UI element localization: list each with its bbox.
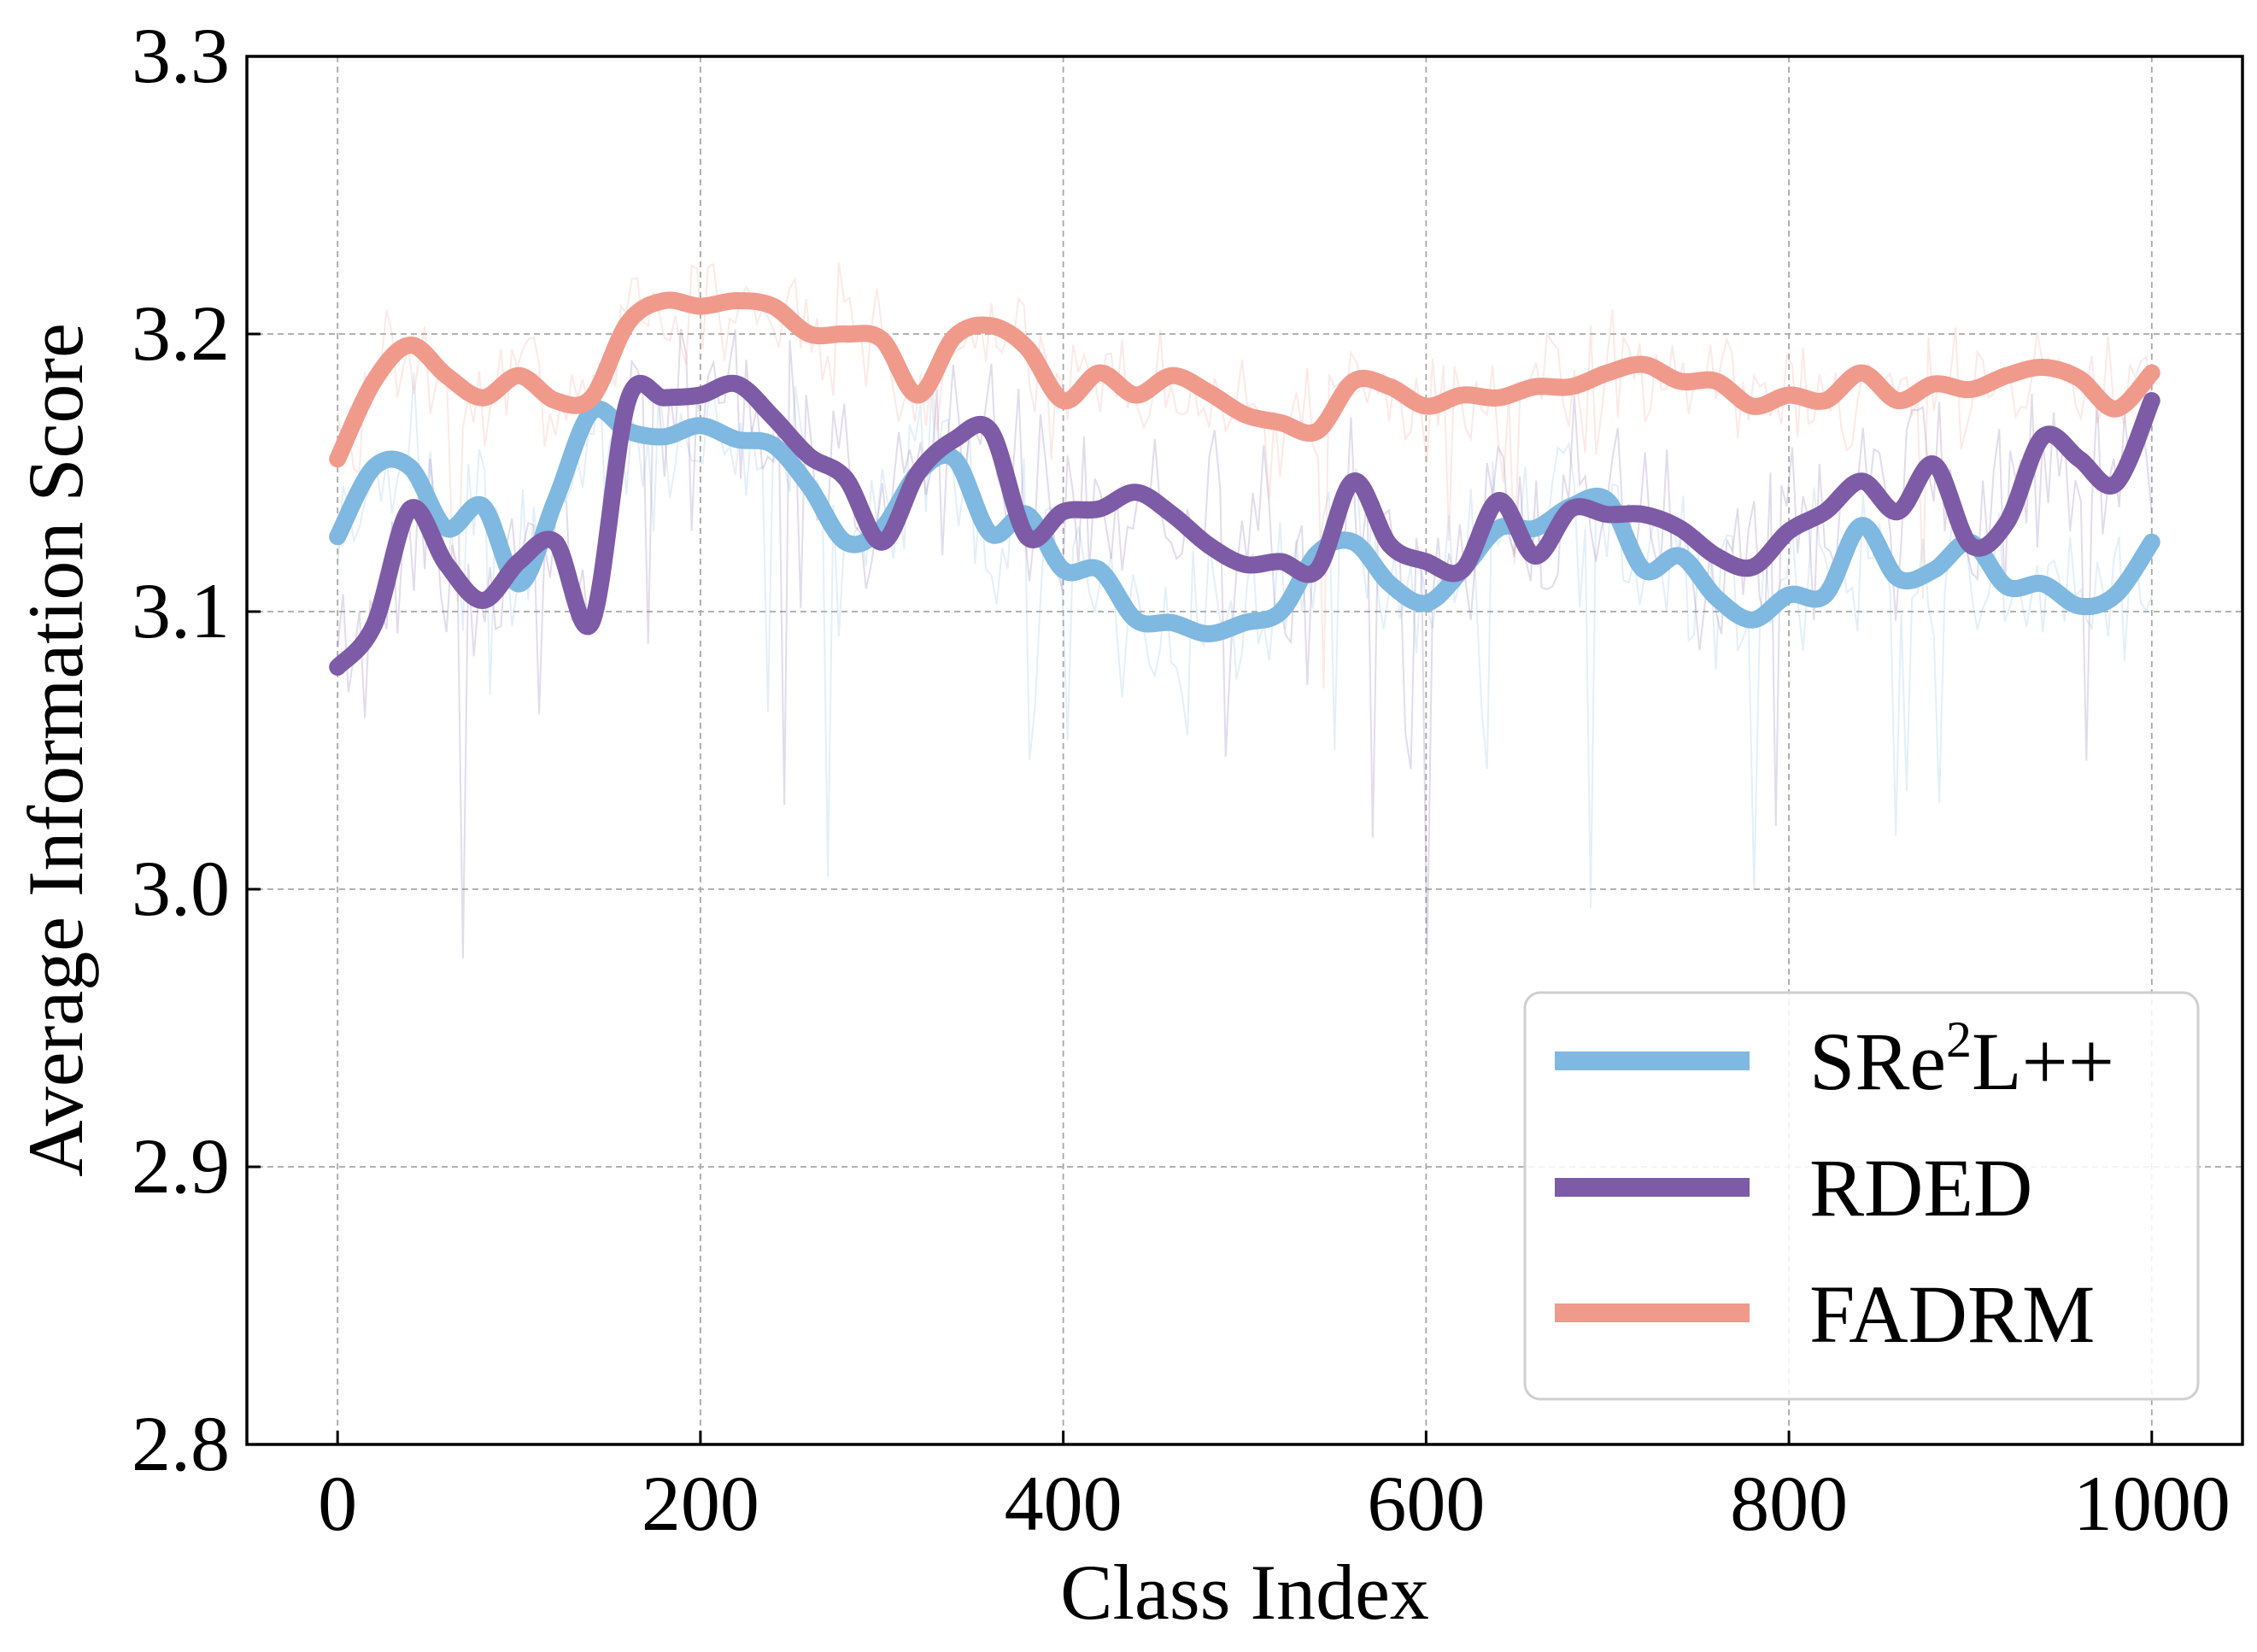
series-line-rded: [329, 374, 2160, 676]
ticks: [247, 55, 2154, 1446]
series-lines: [329, 291, 2160, 676]
x-tick-label: 200: [642, 1460, 759, 1547]
x-tick-label: 600: [1367, 1460, 1485, 1547]
grid: [247, 56, 2242, 1444]
legend-label-sre2l: SRe2L++: [1809, 1011, 2114, 1107]
legend-label-fadrm: FADRM: [1809, 1268, 2095, 1360]
tick-labels: 0 200 400 600 800 1000 2.8 2.9 3.0 3.1 3.2 3.3: [132, 12, 2231, 1547]
y-tick-label: 2.9: [132, 1122, 230, 1210]
legend-box: [1523, 991, 2200, 1401]
series-line-fadrm: [329, 291, 2160, 468]
x-tick-label: 0: [318, 1460, 357, 1547]
y-tick-label: 3.1: [132, 567, 230, 654]
y-tick-label: 3.0: [132, 845, 230, 932]
plot-frame: [245, 55, 2244, 1446]
x-axis-label: Class Index: [1060, 1549, 1429, 1636]
raw-trace-3: [337, 261, 2153, 689]
y-axis-label: Average Information Score: [12, 323, 99, 1177]
series-line-sre: [329, 400, 2160, 642]
x-tick-label: 1000: [2073, 1460, 2231, 1547]
y-tick-label: 2.8: [132, 1400, 230, 1487]
y-tick-label: 3.2: [132, 290, 230, 377]
x-tick-label: 800: [1730, 1460, 1848, 1547]
x-tick-label: 400: [1005, 1460, 1123, 1547]
y-tick-label: 3.3: [132, 12, 230, 99]
legend: SRe2L++ RDED FADRM: [1523, 991, 2200, 1401]
legend-label-rded: RDED: [1809, 1142, 2032, 1233]
